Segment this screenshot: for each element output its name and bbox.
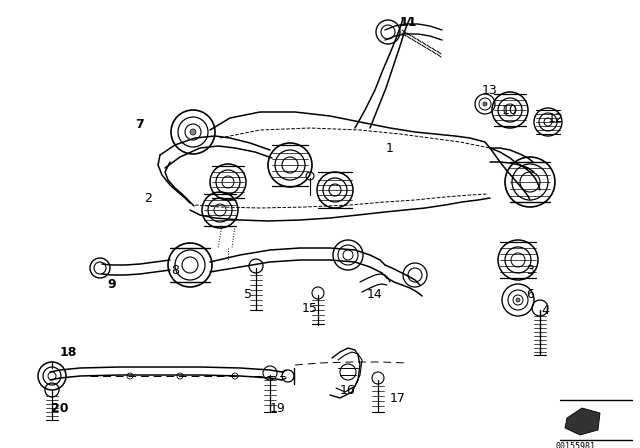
Text: 4: 4 [541,303,549,316]
Text: 20: 20 [51,401,68,414]
Circle shape [516,298,520,302]
Text: 15: 15 [302,302,318,314]
Text: 13: 13 [482,83,498,96]
Text: 00155981: 00155981 [556,442,596,448]
Text: 3: 3 [526,263,534,276]
Text: 14: 14 [367,289,383,302]
Text: 9: 9 [108,279,116,292]
Text: 19: 19 [270,401,286,414]
Text: 2: 2 [144,191,152,204]
Text: 1: 1 [386,142,394,155]
Text: 11: 11 [399,16,417,29]
Text: 6: 6 [526,289,534,302]
Text: 12: 12 [548,112,564,125]
Text: 17: 17 [390,392,406,405]
Text: 8: 8 [171,263,179,276]
Text: 16: 16 [340,383,356,396]
Circle shape [483,102,487,106]
Text: 18: 18 [60,345,77,358]
Text: 7: 7 [136,119,145,132]
Circle shape [190,129,196,135]
Text: 10: 10 [502,103,518,116]
Polygon shape [565,408,600,435]
Text: 5: 5 [244,289,252,302]
